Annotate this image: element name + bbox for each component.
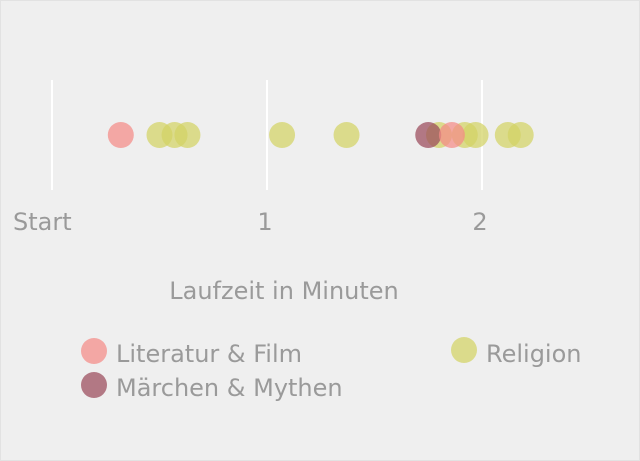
data-point[interactable] [462,122,489,148]
legend-swatch [81,338,107,364]
data-point[interactable] [174,122,201,148]
legend-item[interactable]: Religion [451,337,582,368]
tick-labels: Start 1 2 [13,208,488,236]
x-tick-label: Start [13,208,72,236]
legend-label: Religion [486,340,582,368]
legend-item[interactable]: Märchen & Mythen [81,372,343,402]
legend: Literatur & Film Märchen & Mythen Religion [81,337,582,402]
legend-label: Literatur & Film [116,340,302,368]
data-point[interactable] [269,122,296,148]
x-axis-title: Laufzeit in Minuten [169,277,399,305]
data-point[interactable] [415,122,442,148]
legend-item[interactable]: Literatur & Film [81,338,302,368]
data-point[interactable] [438,122,465,148]
data-point[interactable] [333,122,360,148]
data-point[interactable] [507,122,534,148]
x-tick-label: 2 [472,208,487,236]
data-points [107,122,534,148]
data-point[interactable] [107,122,134,148]
legend-swatch [81,372,107,398]
legend-swatch [451,337,477,363]
legend-label: Märchen & Mythen [116,374,343,402]
x-tick-label: 1 [257,208,272,236]
